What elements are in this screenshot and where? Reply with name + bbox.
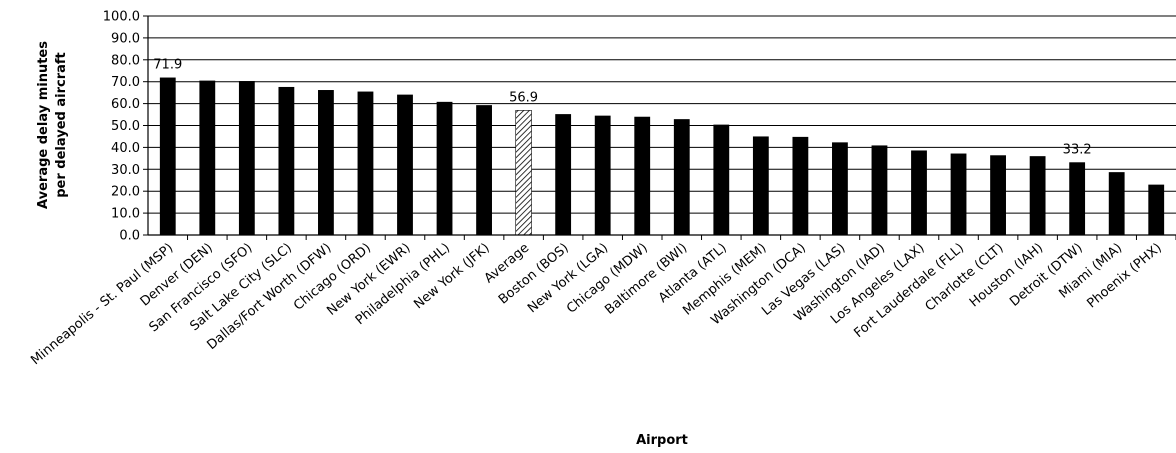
y-tick-label: 30.0 xyxy=(111,163,140,178)
bar-houston-iah xyxy=(1029,156,1046,235)
bar-memphis-mem xyxy=(752,136,769,235)
x-tick-labels: Minneapolis - St. Paul (MSP)Denver (DEN)… xyxy=(28,241,1165,369)
y-tick-labels: 0.0 10.0 20.0 30.0 40.0 50.0 60.0 70.0 80.0 90.0 1… xyxy=(103,10,140,244)
y-tick-label: 0.0 xyxy=(119,229,140,244)
bar-charlotte-clt xyxy=(990,155,1006,235)
gridlines xyxy=(143,15,1176,240)
y-tick-label: 40.0 xyxy=(111,141,140,156)
y-tick-label: 90.0 xyxy=(111,31,140,46)
data-labels: 71.9 56.9 33.2 xyxy=(153,58,1091,158)
bars xyxy=(159,77,1165,236)
y-tick-label: 100.0 xyxy=(103,10,140,25)
bar-chicago-ord xyxy=(357,91,374,236)
bar-chicago-mdw xyxy=(634,116,651,235)
y-tick-label: 60.0 xyxy=(111,97,140,112)
bar-washington-dca xyxy=(792,136,809,235)
y-axis-title-line-1: Average delay minutes xyxy=(36,41,51,209)
bar-phoenix-phx xyxy=(1148,184,1165,235)
bar-san-francisco-sfo xyxy=(238,81,255,235)
y-tick-label: 70.0 xyxy=(111,75,140,90)
bar-minneapolis-st-paul-msp xyxy=(159,77,176,235)
bar-baltimore-bwi xyxy=(673,119,690,235)
bar-new-york-ewr xyxy=(397,94,413,235)
bar-philadelphia-phl xyxy=(436,101,453,236)
y-tick-label: 50.0 xyxy=(111,119,140,134)
data-label-average: 56.9 xyxy=(509,90,538,105)
y-tick-label: 10.0 xyxy=(111,207,140,222)
y-tick-label: 20.0 xyxy=(111,185,140,200)
bar-dallas-fort-worth-dfw xyxy=(318,90,334,235)
bar-miami-mia xyxy=(1108,172,1125,235)
data-label-minneapolis-st-paul-msp: 71.9 xyxy=(153,58,182,73)
y-axis-title-line-2: per delayed aircraft xyxy=(54,52,69,198)
bar-boston-bos xyxy=(555,114,572,235)
bar-salt-lake-city-slc xyxy=(278,86,295,236)
bar-new-york-jfk xyxy=(476,105,492,236)
bar-washington-iad xyxy=(871,145,888,235)
bar-new-york-lga xyxy=(594,115,611,235)
bar-detroit-dtw xyxy=(1069,162,1086,235)
data-label-detroit-dtw: 33.2 xyxy=(1063,142,1092,157)
y-tick-label: 80.0 xyxy=(111,53,140,68)
bar-atlanta-atl xyxy=(713,124,730,235)
x-tick-label: Minneapolis - St. Paul (MSP) xyxy=(28,241,176,369)
x-axis-title: Airport xyxy=(636,433,688,448)
bar-fort-lauderdale-fll xyxy=(950,153,967,235)
bar-average xyxy=(515,110,532,236)
bar-los-angeles-lax xyxy=(911,150,927,235)
bar-denver-den xyxy=(199,80,216,235)
bar-las-vegas-las xyxy=(832,142,848,235)
